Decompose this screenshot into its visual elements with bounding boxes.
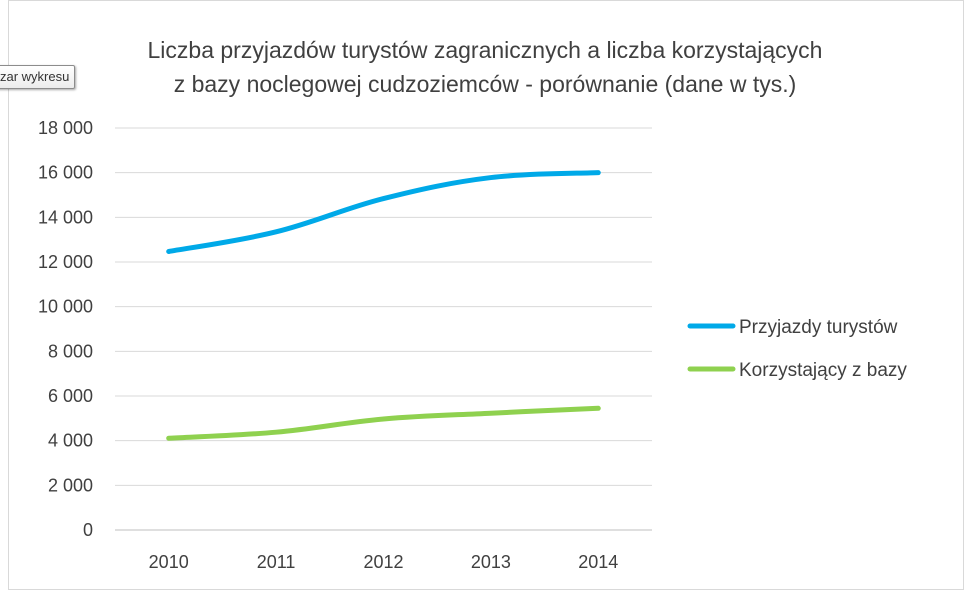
chart-area-tooltip: zar wykresu [0,65,76,89]
y-tick-label: 12 000 [38,252,93,272]
x-tick-label: 2011 [257,552,296,572]
chart-title: Liczba przyjazdów turystów zagranicznych… [100,33,870,101]
chart-title-line1: Liczba przyjazdów turystów zagranicznych… [147,37,823,63]
y-tick-label: 18 000 [38,118,93,138]
y-tick-label: 0 [83,520,93,540]
legend-label: Przyjazdy turystów [739,317,898,338]
y-tick-label: 14 000 [38,207,93,227]
x-tick-label: 2012 [363,552,403,572]
chart-title-line2: z bazy noclegowej cudzoziemców - porówna… [173,71,797,97]
series-line-2 [166,405,601,441]
legend-label: Korzystający z bazy [739,360,907,381]
y-tick-label: 16 000 [38,163,93,183]
y-tick-label: 6 000 [48,386,93,406]
y-tick-label: 10 000 [38,297,93,317]
y-tick-label: 4 000 [48,431,93,451]
chart-frame [8,0,964,590]
y-tick-label: 2 000 [48,475,93,495]
y-tick-label: 8 000 [48,341,93,361]
x-tick-label: 2010 [149,552,189,572]
x-tick-label: 2013 [471,552,511,572]
x-tick-label: 2014 [578,552,618,572]
series-line-1 [166,170,601,255]
